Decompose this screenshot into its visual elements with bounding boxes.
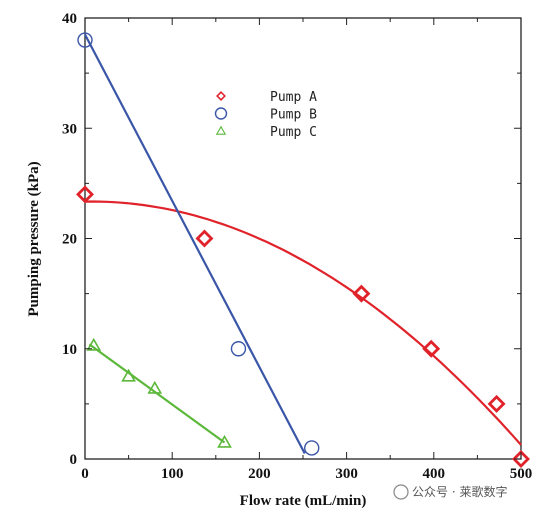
x-tick-label: 500: [510, 466, 533, 482]
watermark-text: 公众号 · 莱歌数字: [412, 484, 507, 499]
legend-marker-pump-c: [215, 125, 227, 135]
y-tick-label: 10: [62, 342, 77, 358]
point-pump-a: [512, 450, 530, 468]
y-tick-label: 0: [70, 452, 78, 468]
point-pump-a: [76, 185, 94, 204]
point-pump-a: [195, 229, 214, 248]
legend-marker-pump-a: [216, 91, 226, 101]
x-tick-label: 400: [423, 466, 446, 482]
point-pump-c: [217, 434, 232, 448]
legend-label-pump-c: Pump C: [270, 125, 317, 140]
point-pump-b: [77, 32, 93, 48]
legend: Pump A Pump B Pump C: [214, 90, 317, 140]
point-pump-a: [352, 284, 371, 303]
x-tick-label: 300: [335, 466, 358, 482]
x-tick-label: 100: [161, 466, 184, 482]
legend-label-pump-b: Pump B: [270, 108, 317, 123]
data-points: [76, 32, 530, 468]
point-pump-a: [487, 394, 506, 413]
y-tick-label: 20: [62, 232, 77, 248]
x-tick-label: 0: [81, 466, 89, 482]
point-pump-c: [147, 380, 163, 394]
wechat-icon: [393, 484, 409, 500]
y-tick-label: 40: [62, 11, 77, 27]
legend-label-pump-a: Pump A: [270, 90, 317, 105]
watermark: 公众号 · 莱歌数字: [393, 484, 507, 500]
axis-ticks: 0 100 200 300 400 500 0 10 20 30 40: [62, 11, 532, 482]
point-pump-b: [230, 341, 247, 357]
point-pump-c: [86, 337, 102, 351]
point-pump-c: [121, 368, 136, 382]
point-pump-a: [422, 339, 441, 358]
fit-line-pump-a: [84, 200, 522, 446]
x-axis-title: Flow rate (mL/min): [240, 493, 367, 509]
y-axis-title: Pumping pressure (kPa): [26, 161, 42, 316]
point-pump-b: [304, 440, 320, 456]
x-tick-label: 200: [248, 466, 271, 482]
fit-line-pump-b: [84, 34, 306, 454]
y-tick-label: 30: [62, 121, 77, 137]
legend-marker-pump-b: [214, 107, 228, 120]
